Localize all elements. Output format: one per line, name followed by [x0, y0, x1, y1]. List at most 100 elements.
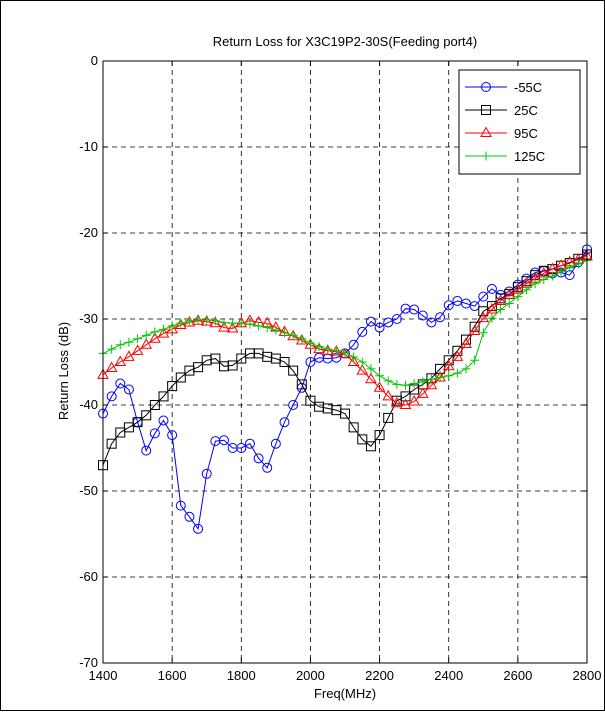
data-point: [210, 353, 221, 364]
data-point: [417, 310, 428, 321]
data-point: [271, 325, 281, 335]
data-point: [408, 395, 420, 406]
data-point: [262, 323, 272, 333]
data-point: [201, 468, 212, 479]
data-point: [123, 350, 135, 361]
x-axis-label: Freq(MHz): [314, 686, 376, 701]
data-point: [115, 427, 126, 438]
data-point: [425, 378, 438, 390]
data-point: [227, 360, 238, 371]
data-point: [106, 391, 117, 402]
data-point: [409, 379, 419, 388]
data-point: [176, 318, 186, 328]
data-point: [105, 361, 118, 373]
data-point: [481, 151, 491, 161]
plot-area: [102, 60, 588, 664]
data-point: [373, 381, 386, 392]
x-tick-label: 1800: [227, 668, 256, 683]
data-point: [141, 445, 152, 456]
data-point: [503, 288, 516, 299]
legend-label: 95C: [514, 126, 538, 141]
data-point: [323, 344, 333, 354]
legend-entry: 25C: [465, 103, 538, 118]
data-point: [356, 364, 369, 375]
y-tick-label: -60: [79, 569, 98, 584]
data-point: [175, 372, 186, 383]
data-point: [131, 344, 144, 355]
y-tick-label: -20: [79, 225, 98, 240]
x-tick-label: 2200: [365, 668, 394, 683]
y-tick-label: -10: [79, 139, 98, 154]
data-point: [158, 415, 169, 426]
data-point: [226, 321, 239, 333]
data-point: [149, 400, 160, 410]
data-point: [426, 374, 436, 384]
data-point: [314, 342, 324, 352]
data-point: [451, 350, 464, 361]
data-point: [481, 105, 491, 115]
legend-entry: -55C: [465, 80, 542, 95]
data-point: [409, 304, 420, 315]
data-point: [400, 391, 411, 402]
data-point: [374, 430, 385, 441]
data-point: [530, 279, 540, 289]
data-point: [461, 364, 471, 374]
data-point: [124, 337, 134, 347]
data-point: [365, 441, 376, 452]
data-point: [202, 315, 212, 325]
y-tick-label: -70: [79, 655, 98, 670]
legend-entry: 95C: [465, 126, 538, 141]
legend-label: 125C: [514, 149, 545, 164]
data-point: [357, 434, 368, 445]
data-point: [279, 357, 290, 367]
data-point: [305, 357, 316, 367]
data-point: [132, 417, 143, 428]
x-tick-label: 1400: [89, 668, 118, 683]
data-point: [236, 318, 246, 328]
data-point: [167, 381, 178, 392]
data-point: [383, 412, 394, 423]
data-point: [375, 371, 385, 381]
data-point: [435, 372, 445, 382]
legend-entry: 125C: [465, 149, 545, 164]
data-point: [486, 283, 497, 294]
data-point: [383, 317, 394, 328]
data-point: [270, 438, 281, 449]
data-point: [443, 300, 454, 311]
x-tick-label: 2400: [434, 668, 463, 683]
data-point: [107, 344, 117, 354]
data-point: [513, 292, 523, 302]
legend: -55C 25C 95C 125C: [458, 69, 581, 175]
data-point: [279, 417, 290, 428]
legend-label: 25C: [514, 103, 538, 118]
data-point: [340, 348, 350, 358]
data-point: [313, 342, 325, 354]
data-point: [297, 334, 307, 344]
data-point: [480, 126, 492, 137]
data-point: [469, 301, 480, 312]
data-point: [392, 379, 402, 389]
data-point: [391, 396, 403, 408]
data-point: [149, 428, 160, 439]
data-point: [262, 462, 273, 473]
y-tick-label: 0: [91, 53, 98, 68]
data-point: [114, 355, 127, 366]
data-point: [193, 523, 204, 534]
data-point: [184, 316, 194, 326]
data-point: [167, 321, 177, 331]
data-point: [141, 410, 152, 421]
data-point: [106, 438, 117, 449]
data-point: [141, 330, 151, 340]
y-axis-label: Return Loss (dB): [56, 322, 71, 420]
data-point: [149, 332, 161, 343]
data-point: [460, 337, 472, 348]
data-point: [167, 430, 178, 441]
data-point: [401, 380, 410, 390]
data-point: [556, 267, 566, 277]
data-point: [468, 324, 481, 336]
data-point: [157, 327, 170, 338]
data-point: [573, 259, 583, 269]
data-point: [477, 311, 490, 323]
data-point: [115, 340, 125, 350]
